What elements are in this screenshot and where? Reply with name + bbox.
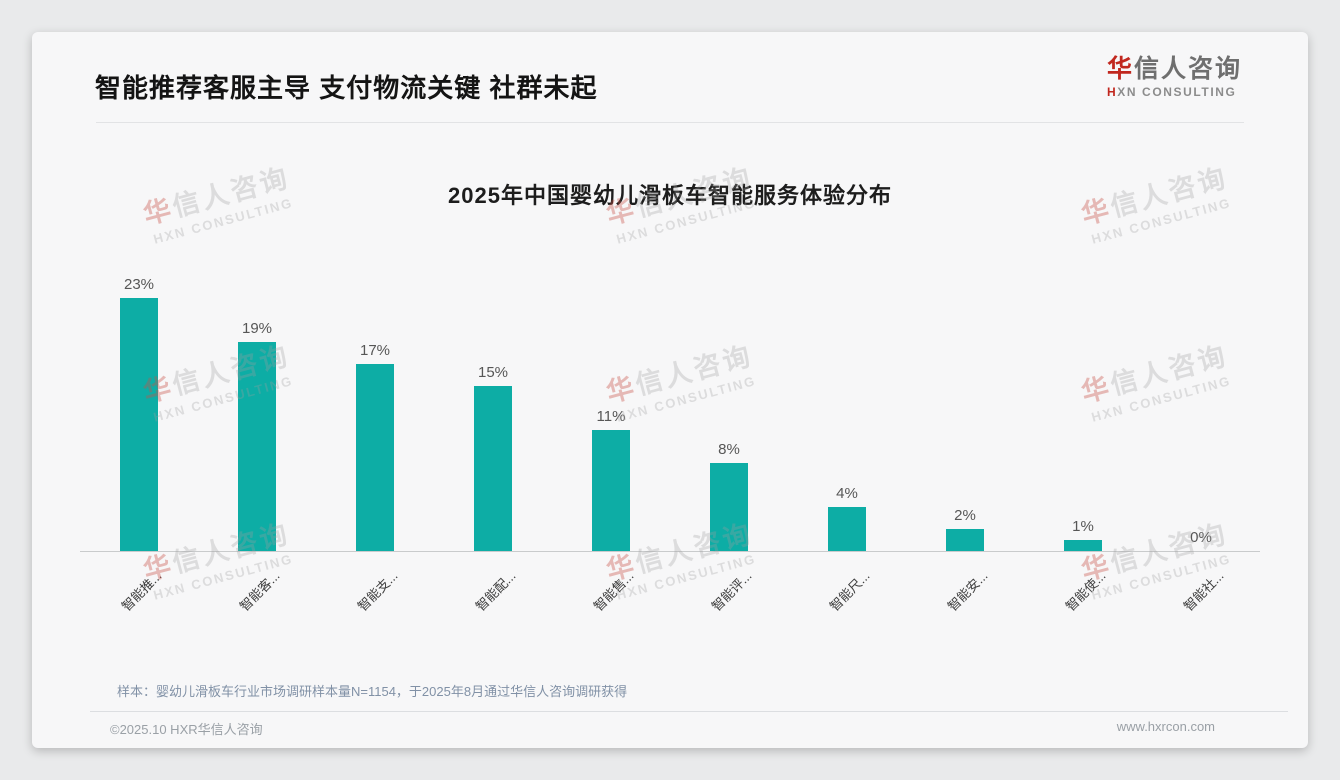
brand-logo-subtitle-accent: H (1106, 84, 1118, 99)
brand-logo-name: 华信人咨询 (1106, 55, 1242, 84)
bar (474, 386, 512, 551)
bar-cell: 0% (1142, 251, 1260, 551)
bar-cell: 8% (670, 251, 788, 551)
bar (946, 529, 984, 551)
x-axis-label-cell: 智能支... (316, 552, 434, 652)
bar-cell: 2% (906, 251, 1024, 551)
x-axis-label: 智能客... (236, 568, 283, 614)
x-axis-label-cell: 智能推... (80, 552, 198, 652)
x-axis-label: 智能尺... (826, 568, 873, 614)
x-axis-label: 智能安... (944, 568, 991, 614)
bar (120, 298, 158, 551)
x-axis-label: 智能使... (1062, 568, 1109, 614)
x-axis-label: 智能售... (590, 568, 637, 614)
bar (828, 507, 866, 551)
x-axis-label-cell: 智能社... (1142, 552, 1260, 652)
x-axis-label-cell: 智能客... (198, 552, 316, 652)
bar-value-label: 15% (477, 364, 509, 381)
bar-cell: 11% (552, 251, 670, 551)
bar (356, 364, 394, 551)
bar-value-label: 8% (718, 441, 740, 458)
x-axis-label-cell: 智能使... (1024, 552, 1142, 652)
bar-cell: 23% (80, 251, 198, 551)
brand-logo-subtitle: HXN CONSULTING (1106, 84, 1242, 99)
x-axis-label-cell: 智能安... (906, 552, 1024, 652)
sample-note: 样本：婴幼儿滑板车行业市场调研样本量N=1154，于2025年8月通过华信人咨询… (117, 684, 628, 699)
footer-bar: ©2025.10 HXR华信人咨询 www.hxrcon.com (110, 719, 1215, 738)
bar-cell: 17% (316, 251, 434, 551)
x-axis-label: 智能支... (354, 568, 401, 614)
bar (592, 430, 630, 551)
bar-cell: 4% (788, 251, 906, 551)
report-card: 智能推荐客服主导 支付物流关键 社群未起 华信人咨询 HXN CONSULTIN… (32, 32, 1308, 748)
page-title: 智能推荐客服主导 支付物流关键 社群未起 (95, 73, 598, 103)
brand-logo: 华信人咨询 HXN CONSULTING (1106, 55, 1242, 99)
x-axis-label-cell: 智能评... (670, 552, 788, 652)
x-axis-label: 智能评... (708, 568, 755, 614)
bar (710, 463, 748, 551)
header-divider (96, 122, 1244, 123)
brand-logo-subtitle-rest: XN CONSULTING (1117, 84, 1237, 99)
bar (238, 342, 276, 551)
x-axis-label-cell: 智能售... (552, 552, 670, 652)
x-axis-label-cell: 智能尺... (788, 552, 906, 652)
x-axis-label-cell: 智能配... (434, 552, 552, 652)
bar-value-label: 17% (359, 342, 391, 359)
bar-value-label: 11% (596, 408, 626, 425)
footer-divider (90, 711, 1288, 712)
bar-value-label: 0% (1190, 529, 1212, 546)
bar-value-label: 19% (241, 320, 273, 337)
bar-cell: 1% (1024, 251, 1142, 551)
brand-logo-name-accent: 华 (1106, 55, 1134, 83)
bar-value-label: 23% (123, 276, 155, 293)
x-axis-label: 智能社... (1180, 568, 1227, 614)
bar-cell: 19% (198, 251, 316, 551)
chart-x-axis-labels: 智能推... 智能客... 智能支... 智能配... 智能售... 智能评... 智能尺.… (80, 552, 1260, 652)
bar (1064, 540, 1102, 551)
footer-website: www.hxrcon.com (1116, 719, 1215, 734)
bar-value-label: 1% (1072, 518, 1094, 535)
x-axis-label: 智能推... (118, 568, 165, 614)
x-axis-label: 智能配... (472, 568, 519, 614)
bar-cell: 15% (434, 251, 552, 551)
footer-copyright: ©2025.10 HXR华信人咨询 (110, 722, 263, 737)
chart-title: 2025年中国婴幼儿滑板车智能服务体验分布 (448, 183, 892, 208)
brand-logo-name-rest: 信人咨询 (1133, 55, 1242, 83)
chart-plot: 23% 19% 17% 15% 11% 8% 4% 2% 1% 0% (80, 251, 1260, 552)
bar-value-label: 2% (954, 507, 976, 524)
bar-value-label: 4% (836, 485, 858, 502)
